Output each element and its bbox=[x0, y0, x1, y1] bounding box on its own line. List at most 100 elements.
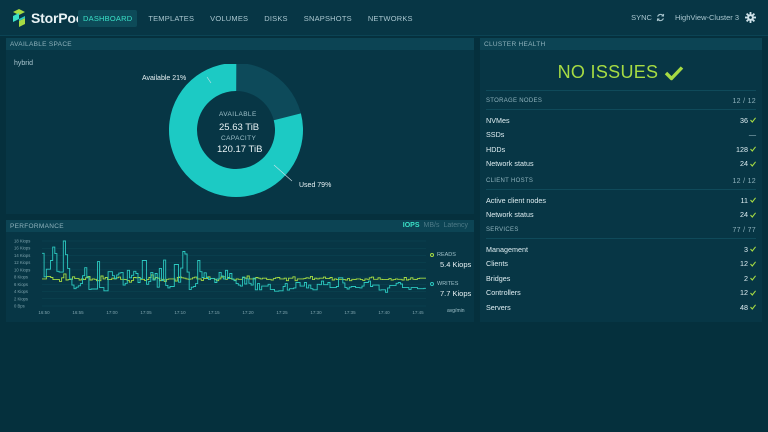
storage-nodes-list: NVMes 36 SSDs — HDDs 128 Network status 24 bbox=[486, 113, 756, 171]
y-tick-label: 12 Kiops bbox=[14, 260, 30, 265]
refresh-icon bbox=[656, 13, 665, 22]
x-tick-label: 17:05 bbox=[140, 310, 152, 315]
x-tick-label: 17:35 bbox=[344, 310, 356, 315]
x-tick-label: 17:40 bbox=[378, 310, 390, 315]
available-slice-label: Available 21% bbox=[142, 75, 187, 82]
nav-snapshots[interactable]: SNAPSHOTS bbox=[303, 14, 352, 23]
nav-dashboard[interactable]: DASHBOARD bbox=[78, 10, 138, 27]
nav-networks[interactable]: NETWORKS bbox=[367, 14, 413, 23]
client-host-row-value: 24 bbox=[740, 210, 756, 219]
check-icon bbox=[750, 161, 756, 167]
service-row-label: Management bbox=[486, 244, 528, 254]
available-leader-line bbox=[206, 76, 212, 84]
client-host-row-label: Active client nodes bbox=[486, 195, 546, 205]
client-host-row[interactable]: Active client nodes 11 bbox=[486, 193, 756, 208]
storage-node-row-label: Network status bbox=[486, 159, 534, 169]
client-host-row[interactable]: Network status 24 bbox=[486, 208, 756, 223]
tab-latency[interactable]: Latency bbox=[443, 222, 468, 229]
sync-button[interactable]: SYNC bbox=[631, 13, 665, 22]
check-icon bbox=[750, 304, 756, 311]
client-host-row-label: Network status bbox=[486, 210, 534, 220]
cluster-selector[interactable]: HighView-Cluster 3 bbox=[674, 13, 739, 22]
check-icon bbox=[750, 261, 756, 267]
storage-node-row-label: NVMes bbox=[486, 115, 510, 125]
storage-nodes-title: STORAGE NODES bbox=[486, 98, 543, 104]
storpool-logo-icon bbox=[13, 9, 25, 27]
check-icon bbox=[750, 146, 756, 153]
services-section: SERVICES 77 / 77 Management 3 Clients 12 Bri… bbox=[486, 227, 756, 315]
capacity-label: CAPACITY bbox=[221, 135, 257, 142]
client-hosts-header: CLIENT HOSTS 12 / 12 bbox=[486, 178, 756, 190]
service-row-label: Servers bbox=[486, 302, 511, 312]
storage-node-row-count: 24 bbox=[740, 159, 748, 169]
x-tick-label: 17:15 bbox=[208, 310, 220, 315]
service-row[interactable]: Controllers 12 bbox=[486, 286, 756, 301]
service-row-label: Controllers bbox=[486, 288, 521, 298]
tab-iops[interactable]: IOPS bbox=[402, 222, 420, 229]
x-tick-label: 17:20 bbox=[242, 310, 254, 315]
storpool-logo[interactable]: StorPool bbox=[10, 8, 88, 28]
space-donut-chart bbox=[169, 64, 303, 197]
client-host-row-value: 11 bbox=[741, 196, 756, 205]
top-navigation-bar: StorPool DASHBOARD TEMPLATES VOLUMES DIS… bbox=[0, 0, 768, 36]
storage-node-row[interactable]: SSDs — bbox=[486, 128, 756, 143]
x-tick-label: 17:45 bbox=[412, 310, 424, 315]
service-row-label: Bridges bbox=[486, 273, 511, 283]
storage-node-row[interactable]: NVMes 36 bbox=[486, 113, 756, 128]
storage-nodes-count: 12 / 12 bbox=[732, 98, 756, 105]
service-row-value: 2 bbox=[744, 274, 756, 283]
cluster-health-panel: CLUSTER HEALTH NO ISSUES STORAGE NODES 1… bbox=[480, 38, 762, 322]
services-list: Management 3 Clients 12 Bridges 2 Controllers 1… bbox=[486, 242, 756, 315]
check-icon bbox=[750, 117, 756, 124]
services-header: SERVICES 77 / 77 bbox=[486, 227, 756, 239]
capacity-value: 120.17 TiB bbox=[217, 144, 263, 155]
check-icon bbox=[750, 246, 756, 253]
y-tick-label: 0 Bps bbox=[14, 304, 25, 309]
divider bbox=[486, 90, 756, 91]
service-row-value: 12 bbox=[740, 259, 756, 268]
service-row[interactable]: Management 3 bbox=[486, 242, 756, 257]
y-tick-label: 2 Kiops bbox=[14, 296, 28, 301]
check-icon bbox=[750, 212, 756, 218]
client-hosts-title: CLIENT HOSTS bbox=[486, 178, 534, 184]
storage-node-row-count: 36 bbox=[740, 115, 748, 125]
check-icon bbox=[750, 290, 756, 296]
service-row[interactable]: Bridges 2 bbox=[486, 271, 756, 286]
health-status-text: NO ISSUES bbox=[557, 62, 659, 82]
tab-mbps[interactable]: MB/s bbox=[423, 222, 440, 229]
services-title: SERVICES bbox=[486, 227, 519, 233]
check-icon bbox=[750, 197, 756, 204]
performance-metric-tabs: IOPS MB/s Latency bbox=[399, 222, 468, 229]
y-tick-label: 8 Kiops bbox=[14, 275, 28, 280]
reads-legend: READS bbox=[430, 252, 456, 258]
donut-used-arc bbox=[169, 64, 303, 197]
storage-node-row-count: 128 bbox=[736, 144, 748, 154]
brand-name: StorPool bbox=[31, 10, 88, 26]
x-tick-label: 17:10 bbox=[174, 310, 186, 315]
service-row-value: 3 bbox=[744, 245, 756, 254]
storage-node-row-value: 36 bbox=[740, 116, 756, 125]
service-row[interactable]: Clients 12 bbox=[486, 257, 756, 272]
client-hosts-count: 12 / 12 bbox=[732, 178, 756, 185]
cluster-health-title: CLUSTER HEALTH bbox=[480, 38, 762, 50]
top-right-controls: SYNC HighView-Cluster 3 bbox=[631, 12, 756, 23]
x-tick-label: 17:25 bbox=[276, 310, 288, 315]
health-status: NO ISSUES bbox=[480, 62, 762, 83]
x-tick-label: 17:00 bbox=[106, 310, 118, 315]
available-value: 25.63 TiB bbox=[219, 122, 260, 133]
y-tick-label: 16 Kiops bbox=[14, 246, 30, 251]
writes-legend: WRITES bbox=[430, 281, 458, 287]
storage-node-row[interactable]: Network status 24 bbox=[486, 157, 756, 172]
available-label: AVAILABLE bbox=[219, 111, 257, 118]
service-row-value: 48 bbox=[740, 303, 756, 312]
y-tick-label: 14 Kiops bbox=[14, 253, 30, 258]
client-hosts-list: Active client nodes 11 Network status 24 bbox=[486, 193, 756, 222]
service-row[interactable]: Servers 48 bbox=[486, 300, 756, 315]
writes-legend-marker bbox=[430, 282, 434, 286]
nav-disks[interactable]: DISKS bbox=[264, 14, 288, 23]
nav-volumes[interactable]: VOLUMES bbox=[210, 14, 249, 23]
y-tick-label: 6 Kiops bbox=[14, 282, 28, 287]
gear-icon[interactable] bbox=[745, 12, 756, 23]
nav-templates[interactable]: TEMPLATES bbox=[148, 14, 195, 23]
storage-node-row[interactable]: HDDs 128 bbox=[486, 142, 756, 157]
